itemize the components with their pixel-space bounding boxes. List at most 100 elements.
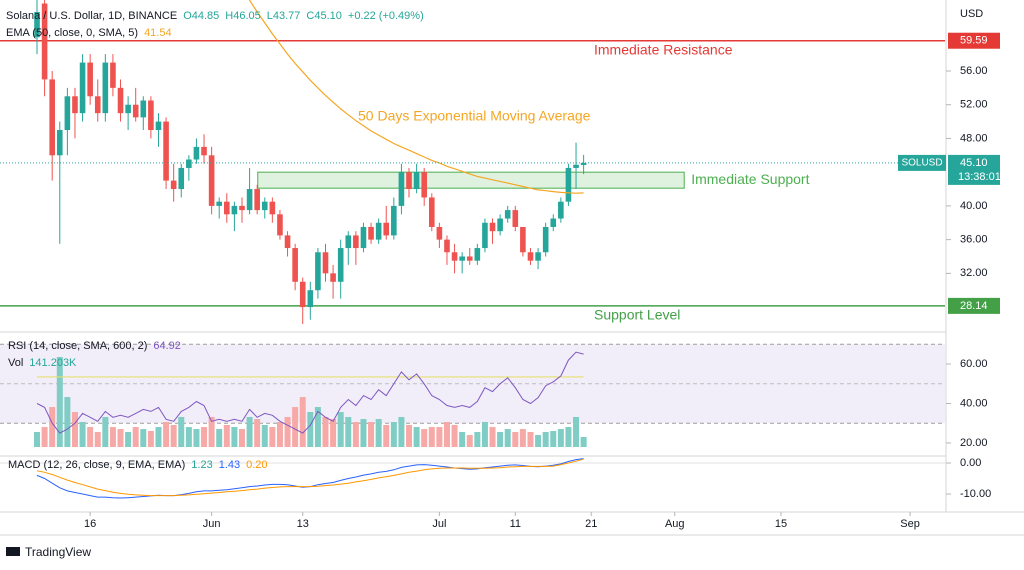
volume-bar xyxy=(428,427,435,447)
series-line xyxy=(36,458,584,497)
volume-bar xyxy=(443,422,450,447)
candle-body xyxy=(208,155,215,206)
volume-title: Vol xyxy=(8,357,23,369)
candle-body xyxy=(79,62,86,114)
rsi-title: RSI (14, close, SMA, 600, 2) xyxy=(8,340,147,352)
volume-bar xyxy=(87,427,94,447)
volume-bar xyxy=(284,416,291,447)
candle-body xyxy=(368,226,374,240)
zone-label: Immediate Support xyxy=(691,171,809,187)
candle-body xyxy=(436,226,443,240)
volume-bar xyxy=(527,431,534,447)
macd-legend: MACD (12, 26, close, 9, EMA, EMA) 1.23 1.4… xyxy=(8,459,268,471)
volume-bar xyxy=(413,427,420,447)
candle-body xyxy=(216,201,223,206)
high: H46.05 xyxy=(225,10,260,22)
volume-bar xyxy=(34,431,41,447)
countdown-label: 13:38:01 xyxy=(958,171,1001,183)
volume-bar xyxy=(170,424,177,447)
volume-bar xyxy=(56,357,63,447)
candle-body xyxy=(330,273,336,282)
volume-bar xyxy=(125,431,132,447)
ema-annotation: 50 Days Exponential Moving Average xyxy=(358,108,591,124)
volume-bar xyxy=(292,406,299,447)
volume-bar xyxy=(223,424,230,447)
volume-bar xyxy=(459,431,466,447)
candle-body xyxy=(299,281,306,308)
candle-body xyxy=(565,167,572,202)
candle-body xyxy=(148,100,154,131)
candle-body xyxy=(224,201,230,215)
volume-bar xyxy=(79,422,86,447)
volume-bar xyxy=(519,429,526,447)
volume-bar xyxy=(337,412,344,447)
x-tick-label: Jun xyxy=(203,518,221,530)
volume-bar xyxy=(246,416,253,447)
ema-line xyxy=(248,0,584,194)
candle-body xyxy=(315,252,321,291)
volume-bar xyxy=(49,406,56,447)
volume-bar xyxy=(557,429,564,447)
low: L43.77 xyxy=(267,10,301,22)
volume-bar xyxy=(406,424,413,447)
y-tick-label: 20.00 xyxy=(960,437,988,449)
candle-body xyxy=(193,146,200,160)
candle-body xyxy=(428,197,435,227)
plot-layer: 16 Jun 13 Jul 11 21 Aug 15 Sep 56.00 52.00 48.00 40.… xyxy=(0,0,1001,530)
x-tick-label: 13 xyxy=(297,518,309,530)
macd-value: 1.43 xyxy=(219,459,240,471)
candle-body xyxy=(277,214,283,236)
level-badge xyxy=(948,32,1000,49)
ema-value: 41.54 xyxy=(144,27,172,39)
candle-body xyxy=(558,201,564,219)
candle-body xyxy=(186,159,192,168)
candle-body xyxy=(87,62,93,97)
series-line xyxy=(36,351,584,434)
candle-body xyxy=(201,146,207,156)
candle-body xyxy=(34,11,40,38)
volume-bar xyxy=(178,416,185,447)
x-tick-label: Sep xyxy=(900,518,920,530)
candle-body xyxy=(117,87,124,114)
candle-body xyxy=(451,252,458,261)
support-zone xyxy=(257,171,685,189)
volume-bar xyxy=(322,416,329,447)
candle-body xyxy=(41,3,48,80)
volume-bar xyxy=(254,419,261,447)
price-badge xyxy=(948,154,1000,185)
volume-bar xyxy=(451,424,458,447)
volume-bar xyxy=(102,416,109,447)
volume-bar xyxy=(497,431,504,447)
candle-body xyxy=(72,96,78,114)
x-tick-label: 16 xyxy=(84,518,96,530)
candle-body xyxy=(413,172,420,190)
y-tick-label: 52.00 xyxy=(960,99,988,111)
candle-body xyxy=(520,226,526,253)
volume-bar xyxy=(185,427,192,447)
candle-body xyxy=(550,218,557,227)
candle-body xyxy=(391,205,397,236)
candle-body xyxy=(322,252,329,274)
candle-body xyxy=(375,222,382,240)
candle-body xyxy=(246,189,253,211)
volume-bar xyxy=(421,429,428,447)
volume-bar xyxy=(390,422,397,447)
level-badge xyxy=(948,297,1000,314)
volume-bar xyxy=(314,406,321,447)
volume-bar xyxy=(345,416,352,447)
candle-body xyxy=(421,172,427,198)
title: Solana / U.S. Dollar, 1D, BINANCE xyxy=(6,10,177,22)
volume-bar xyxy=(375,419,382,447)
candle-body xyxy=(239,205,245,211)
candle-body xyxy=(94,96,101,114)
candle-body xyxy=(535,252,541,261)
logo: TradingView xyxy=(6,545,91,559)
volume-bar xyxy=(542,431,549,447)
candle-body xyxy=(102,62,109,114)
volume-value: 141.203K xyxy=(29,357,77,369)
candle-body xyxy=(163,121,169,181)
rsi-value: 64.92 xyxy=(153,340,181,352)
candle-body xyxy=(489,222,496,232)
candle-body xyxy=(573,164,579,168)
volume-bar xyxy=(565,427,572,447)
